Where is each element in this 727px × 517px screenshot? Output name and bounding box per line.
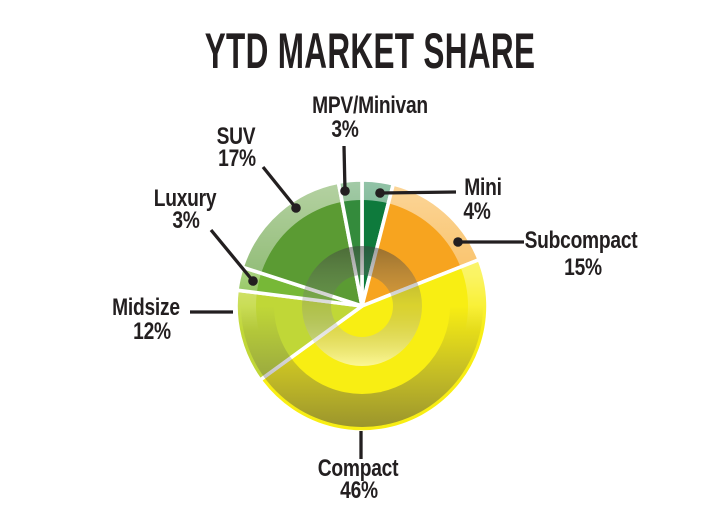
callout-line-mpv-minivan bbox=[342, 145, 347, 192]
callout-line-mini bbox=[379, 190, 457, 195]
slice-pct-luxury: 3% bbox=[172, 207, 200, 234]
slice-label-luxury: Luxury bbox=[153, 185, 217, 212]
callout-dot-luxury bbox=[248, 276, 258, 286]
slice-label-compact: Compact bbox=[317, 455, 399, 482]
slice-label-mpv-minivan: MPV/Minivan bbox=[312, 92, 428, 119]
chart-title: YTD MARKET SHARE bbox=[204, 23, 536, 79]
slice-pct-suv: 17% bbox=[218, 145, 256, 172]
slice-label-mini: Mini bbox=[464, 174, 502, 201]
callout-dot-suv bbox=[291, 203, 301, 213]
gloss-overlays bbox=[236, 180, 488, 432]
callout-line-suv bbox=[261, 165, 298, 210]
callout-dot-subcompact bbox=[453, 237, 463, 247]
slice-label-suv: SUV bbox=[216, 123, 256, 150]
slice-pct-subcompact: 15% bbox=[564, 254, 602, 281]
slice-pct-mpv-minivan: 3% bbox=[331, 116, 359, 143]
gloss-inner-ring bbox=[302, 246, 422, 366]
slice-label-subcompact: Subcompact bbox=[524, 227, 638, 254]
callout-dot-mini bbox=[375, 188, 385, 198]
callout-dot-mpv-minivan bbox=[340, 186, 350, 196]
slice-label-midsize: Midsize bbox=[112, 294, 180, 321]
slice-pct-compact: 46% bbox=[340, 477, 378, 504]
slice-pct-mini: 4% bbox=[463, 198, 491, 225]
callout-lines bbox=[190, 145, 524, 459]
callout-line-luxury bbox=[209, 228, 255, 283]
slice-pct-midsize: 12% bbox=[133, 318, 171, 345]
